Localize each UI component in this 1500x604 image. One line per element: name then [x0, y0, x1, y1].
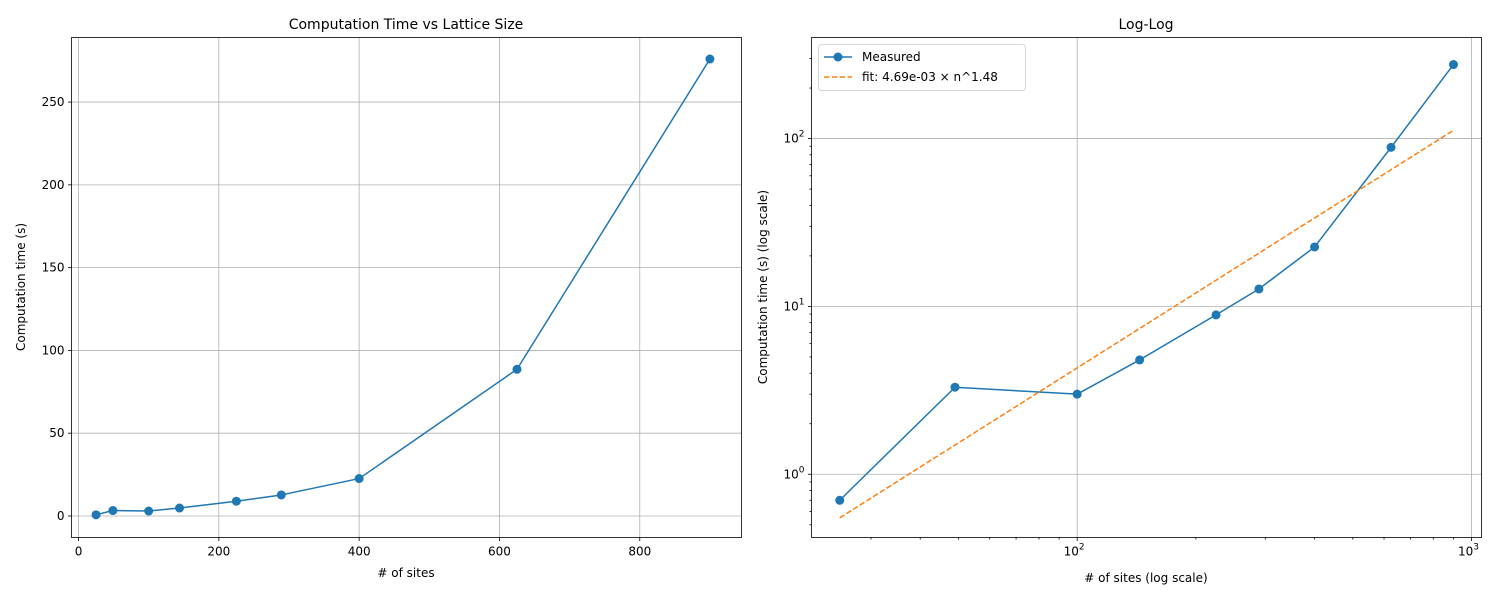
- series-line: [839, 64, 1455, 501]
- data-point: [1310, 242, 1320, 252]
- data-point: [231, 496, 241, 506]
- x-axis-label: # of sites: [377, 566, 434, 580]
- y-tick-label: 102: [783, 130, 804, 146]
- x-tick-label: 0: [75, 545, 83, 559]
- chart-title: Computation Time vs Lattice Size: [289, 17, 524, 33]
- legend-box: [818, 44, 1026, 91]
- data-point: [1072, 389, 1082, 399]
- x-tick-label: 103: [1458, 543, 1479, 559]
- x-axis-label: # of sites (log scale): [1084, 571, 1207, 585]
- x-tick-label: 800: [628, 545, 651, 559]
- y-tick-label: 100: [42, 343, 65, 357]
- data-point: [835, 495, 845, 505]
- data-point: [1448, 60, 1458, 70]
- data-point: [1135, 355, 1145, 365]
- data-point: [1254, 284, 1264, 294]
- plot-frame: [811, 37, 1482, 538]
- y-tick-label: 250: [42, 95, 65, 109]
- x-tick-label: 200: [207, 545, 230, 559]
- series-line: [95, 58, 711, 516]
- y-tick-label: 100: [783, 465, 804, 481]
- x-tick-label: 400: [348, 545, 371, 559]
- y-axis-label: Computation time (s): [14, 223, 28, 351]
- y-tick-label: 101: [783, 297, 804, 313]
- x-tick-label: 600: [488, 545, 511, 559]
- y-tick-label: 150: [42, 261, 65, 275]
- y-tick-label: 200: [42, 178, 65, 192]
- legend-label-fit: fit: 4.69e-03 × n^1.48: [862, 70, 998, 84]
- data-point: [354, 474, 364, 484]
- y-axis-label: Computation time (s) (log scale): [756, 190, 770, 384]
- data-point: [91, 510, 101, 520]
- data-point: [705, 54, 715, 64]
- data-point: [276, 490, 286, 500]
- data-point: [1211, 310, 1221, 320]
- linear-chart: Computation Time vs Lattice Size 0 200 400…: [14, 17, 742, 580]
- data-point: [950, 382, 960, 392]
- log-log-chart: Log-Log 102 103 100 101 102 # of sites (log …: [756, 17, 1482, 585]
- series-line: [839, 129, 1454, 519]
- data-point: [175, 503, 185, 513]
- chart-title: Log-Log: [1118, 17, 1173, 33]
- legend-label-measured: Measured: [862, 50, 921, 64]
- data-point: [108, 506, 118, 516]
- plot-frame: [71, 37, 742, 538]
- data-point: [144, 506, 154, 516]
- legend: Measured fit: 4.69e-03 × n^1.48: [818, 44, 1026, 91]
- y-tick-label: 0: [57, 509, 65, 523]
- y-tick-label: 50: [49, 426, 64, 440]
- legend-marker-measured: [833, 52, 843, 62]
- data-point: [1386, 142, 1396, 152]
- data-point: [512, 364, 522, 374]
- x-tick-label: 102: [1064, 543, 1085, 559]
